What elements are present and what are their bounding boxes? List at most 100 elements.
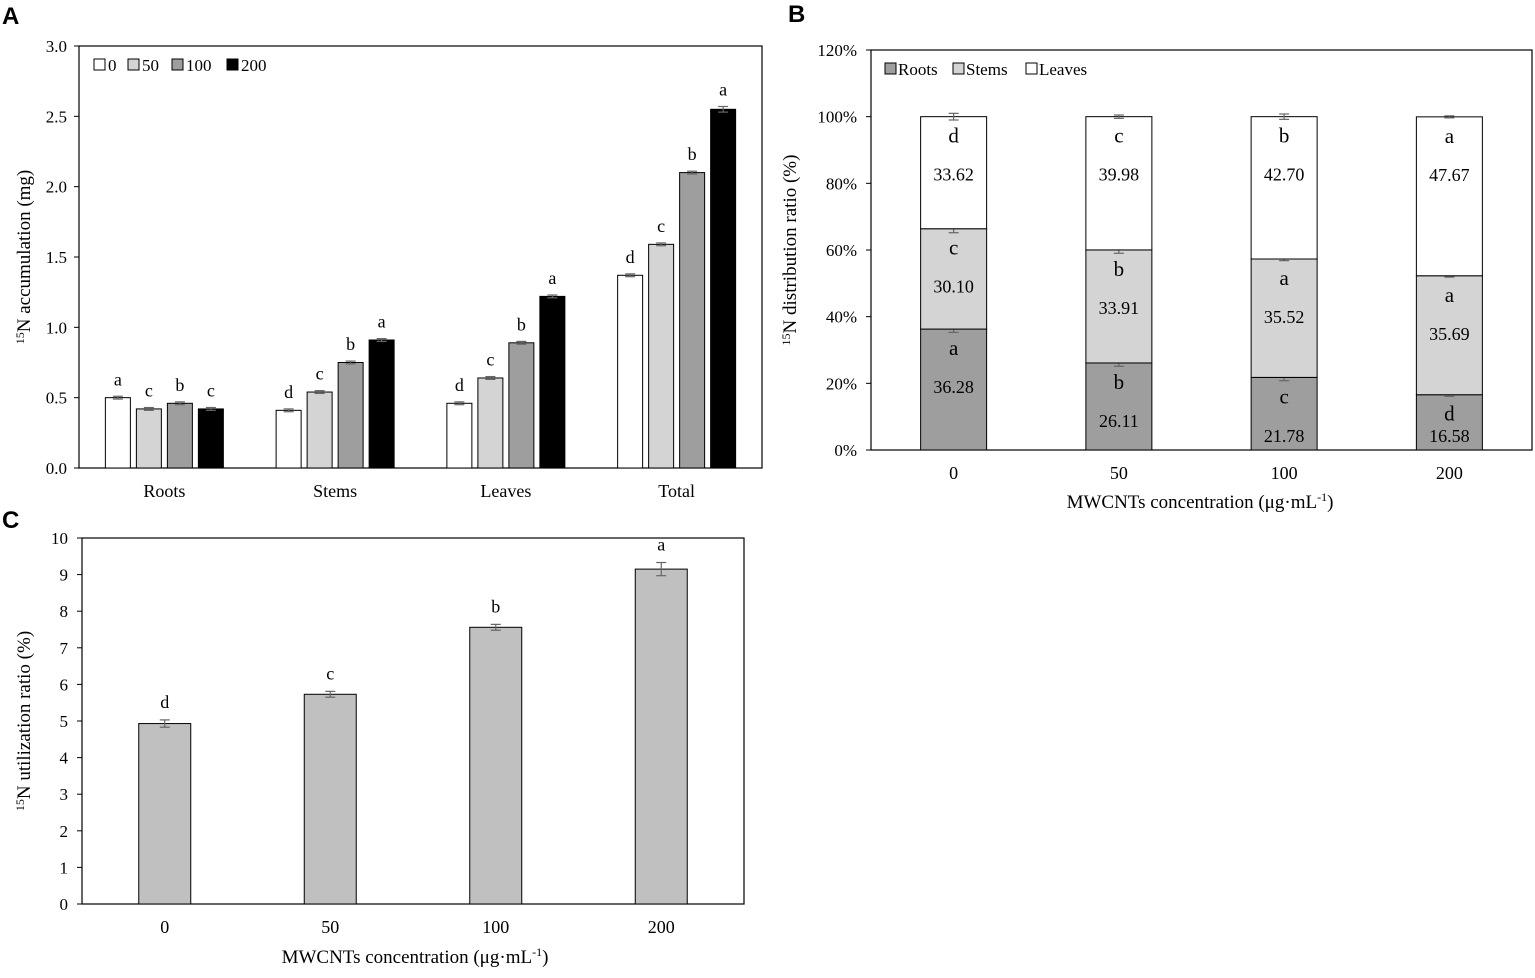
panel-b-bar-segment: [920, 228, 988, 330]
panel-a-bar: [679, 172, 706, 469]
panel-a-significance-letter: a: [114, 369, 122, 389]
panel-a-bar: [306, 391, 333, 469]
panel-c-y-axis-title: 15N utilization ratio (%): [13, 631, 35, 811]
panel-c-category-label: 200: [648, 917, 675, 937]
panel-b-chart: 15N distribution ratio (%) MWCNTs concen…: [779, 41, 1533, 513]
panel-b-category-label: 200: [1436, 463, 1463, 483]
panel-b-segment-value: 26.11: [1099, 411, 1139, 431]
panel-b-bar-segment: [1085, 116, 1153, 251]
panel-b-y-tick-label: 0%: [834, 441, 857, 460]
panel-c-letter: C: [2, 507, 19, 534]
panel-c-y-tick-label: 5: [60, 712, 69, 731]
panel-a-significance-letter: c: [145, 381, 153, 401]
panel-a-bar: [710, 108, 737, 469]
panel-b-significance-letter: a: [1279, 266, 1289, 290]
panel-a-bar: [446, 402, 473, 469]
panel-b-legend-label: Stems: [966, 60, 1008, 79]
panel-b-bar-segment: [1085, 249, 1153, 364]
panel-b-significance-letter: c: [949, 236, 958, 260]
panel-b-bar-segment: [1085, 362, 1153, 451]
panel-b-legend-label: Leaves: [1039, 60, 1087, 79]
panel-c-bar: [303, 693, 357, 905]
panel-c-y-tick-label: 10: [51, 529, 68, 548]
panel-c-x-title-text: MWCNTs concentration (μg·mL: [282, 947, 533, 968]
panel-a-significance-letter: a: [719, 79, 727, 99]
panel-a-bar: [539, 295, 566, 469]
panel-c-category-label: 0: [160, 917, 169, 937]
panel-b-segment-value: 39.98: [1099, 165, 1140, 185]
panel-c-y-tick-label: 0: [60, 895, 69, 914]
panel-b-segment-value: 33.91: [1099, 298, 1140, 318]
panel-c-y-tick-label: 4: [60, 749, 69, 768]
panel-c-bar: [469, 626, 523, 905]
panel-b-bar-segment: [920, 328, 988, 451]
panel-b-significance-letter: a: [949, 336, 959, 360]
panel-c-bar: [634, 568, 688, 905]
panel-a-bar: [197, 408, 224, 469]
panel-c-y-tick-label: 3: [60, 785, 69, 804]
panel-a-bar: [337, 362, 364, 469]
panel-c-y-tick-label: 8: [60, 602, 69, 621]
panel-a-y-title-text: N accumulation (mg): [14, 170, 35, 333]
panel-b-category-label: 100: [1271, 463, 1298, 483]
panel-b-significance-letter: b: [1114, 370, 1125, 394]
panel-b-segment-value: 36.28: [933, 377, 974, 397]
panel-a-significance-letter: a: [548, 268, 556, 288]
panel-b-x-title-text: MWCNTs concentration (μg·mL: [1067, 492, 1318, 513]
panel-b-segment-value: 35.69: [1429, 324, 1470, 344]
panel-a-significance-letter: b: [346, 334, 355, 354]
panel-b-significance-letter: b: [1279, 124, 1290, 148]
panel-b-bar-segment: [1415, 394, 1483, 451]
panel-b-y-title-text: N distribution ratio (%): [780, 155, 801, 334]
panel-a-category-label: Leaves: [480, 481, 531, 501]
panel-b-category-label: 50: [1110, 463, 1128, 483]
panel-a-legend-swatch: [93, 58, 106, 71]
panel-a-bar: [508, 342, 535, 469]
panel-a-significance-letter: b: [517, 314, 526, 334]
panel-b-bar-segment: [920, 116, 988, 230]
panel-a-significance-letter: d: [626, 247, 635, 267]
panel-a-significance-letter: c: [486, 350, 494, 370]
panel-b-legend-swatch: [1025, 62, 1038, 75]
panel-a-significance-letter: c: [657, 216, 665, 236]
panel-b-segment-value: 42.70: [1264, 165, 1305, 185]
panel-c-chart: 15N utilization ratio (%) MWCNTs concent…: [13, 529, 745, 968]
panel-c-significance-letter: a: [657, 535, 665, 555]
panel-b-y-tick-label: 60%: [826, 241, 857, 260]
panel-b-y-tick-label: 100%: [817, 108, 857, 127]
panel-c-y-tick-label: 7: [60, 639, 69, 658]
panel-c-significance-letter: d: [160, 692, 169, 712]
panel-a-y-tick-label: 2.5: [46, 107, 67, 126]
panel-a-significance-letter: c: [316, 364, 324, 384]
panel-b-bar-segment: [1250, 376, 1318, 451]
panel-a-letter: A: [2, 3, 19, 30]
panel-c-y-tick-label: 9: [60, 566, 69, 585]
panel-b-significance-letter: a: [1445, 124, 1455, 148]
panel-c-y-tick-label: 6: [60, 675, 69, 694]
panel-a-legend-label: 0: [108, 56, 117, 75]
panel-b-legend-swatch: [884, 62, 897, 75]
panel-b-bar-segment: [1415, 116, 1483, 277]
panel-a-significance-letter: c: [207, 381, 215, 401]
panel-a-bar: [104, 397, 131, 469]
panel-a-y-tick-label: 1.0: [46, 318, 67, 337]
panel-a-y-tick-label: 1.5: [46, 248, 67, 267]
panel-a-y-tick-label: 0.0: [46, 459, 67, 478]
panel-c-y-tick-label: 2: [60, 822, 69, 841]
panel-a-legend-label: 50: [142, 56, 159, 75]
panel-a-significance-letter: d: [455, 375, 464, 395]
panel-a-legend-swatch: [127, 58, 140, 71]
panel-b-letter: B: [788, 1, 805, 28]
panel-a-y-title-sup: 15: [13, 332, 27, 344]
panel-b-legend-swatch: [952, 62, 965, 75]
panel-a-bar: [477, 377, 504, 469]
panel-a-y-tick-label: 0.5: [46, 389, 67, 408]
panel-b-x-title-end: ): [1327, 492, 1333, 513]
panel-b-bar-segment: [1250, 116, 1318, 260]
panel-a-category-label: Total: [658, 481, 695, 501]
panel-a-significance-letter: b: [688, 144, 697, 164]
panel-c-significance-letter: b: [491, 596, 500, 616]
panel-b-segment-value: 47.67: [1429, 165, 1470, 185]
panel-a-y-axis-title: 15N accumulation (mg): [13, 170, 35, 345]
